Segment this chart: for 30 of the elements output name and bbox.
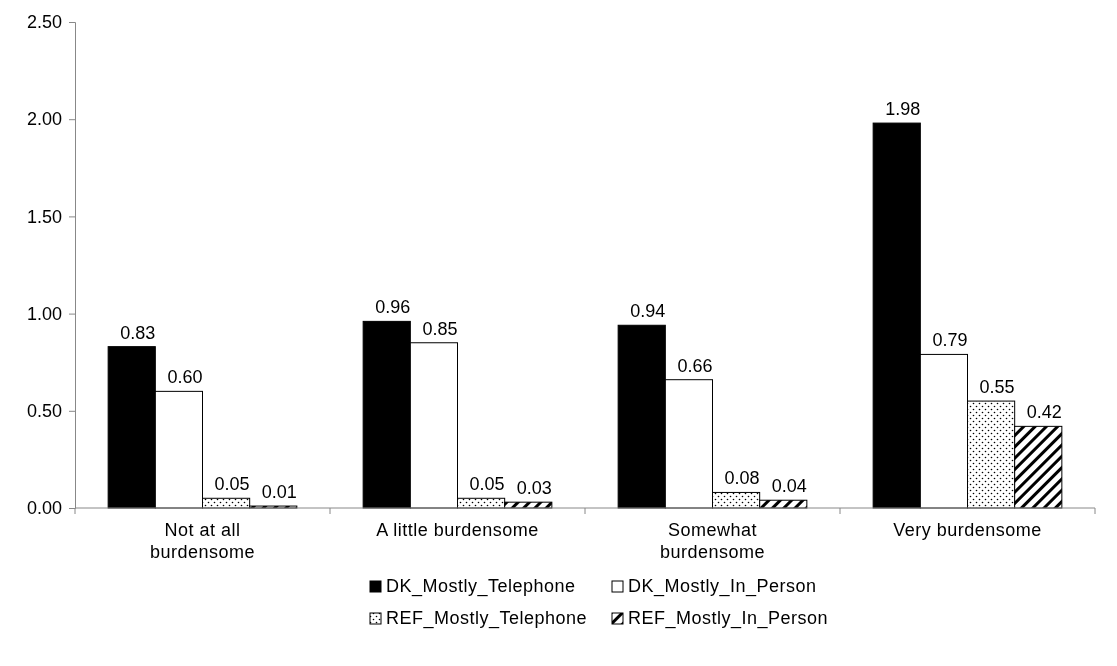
data-label: 0.04 (771, 476, 807, 497)
data-label: 1.98 (885, 99, 921, 120)
data-label: 0.01 (261, 482, 297, 503)
legend-label: DK_Mostly_In_Person (628, 576, 817, 597)
data-label: 0.05 (469, 474, 505, 495)
y-tick-label: 0.50 (26, 401, 62, 422)
data-label: 0.83 (120, 322, 156, 343)
data-label: 0.96 (375, 297, 411, 318)
data-label: 0.60 (167, 367, 203, 388)
data-label: 0.03 (516, 478, 552, 499)
data-label: 0.55 (979, 377, 1015, 398)
y-tick-label: 1.00 (26, 303, 62, 324)
x-tick-label: Very burdensome (893, 520, 1042, 540)
y-tick-label: 1.50 (26, 206, 62, 227)
x-tick-label: Not at all burdensome (149, 520, 256, 562)
legend-label: REF_Mostly_Telephone (386, 608, 588, 629)
x-tick-label: A little burdensome (376, 520, 539, 540)
data-label: 0.79 (932, 330, 968, 351)
y-tick-label: 2.00 (26, 109, 62, 130)
data-label: 0.42 (1026, 402, 1062, 423)
y-tick-label: 0.00 (26, 498, 62, 519)
data-label: 0.94 (630, 301, 666, 322)
data-label: 0.05 (214, 474, 250, 495)
y-tick-label: 2.50 (26, 12, 62, 33)
x-tick-label: Somewhat burdensome (659, 520, 766, 562)
legend-label: REF_Mostly_In_Person (628, 608, 829, 629)
data-label: 0.66 (677, 355, 713, 376)
data-label: 0.08 (724, 468, 760, 489)
data-label: 0.85 (422, 318, 458, 339)
legend-label: DK_Mostly_Telephone (386, 576, 576, 597)
